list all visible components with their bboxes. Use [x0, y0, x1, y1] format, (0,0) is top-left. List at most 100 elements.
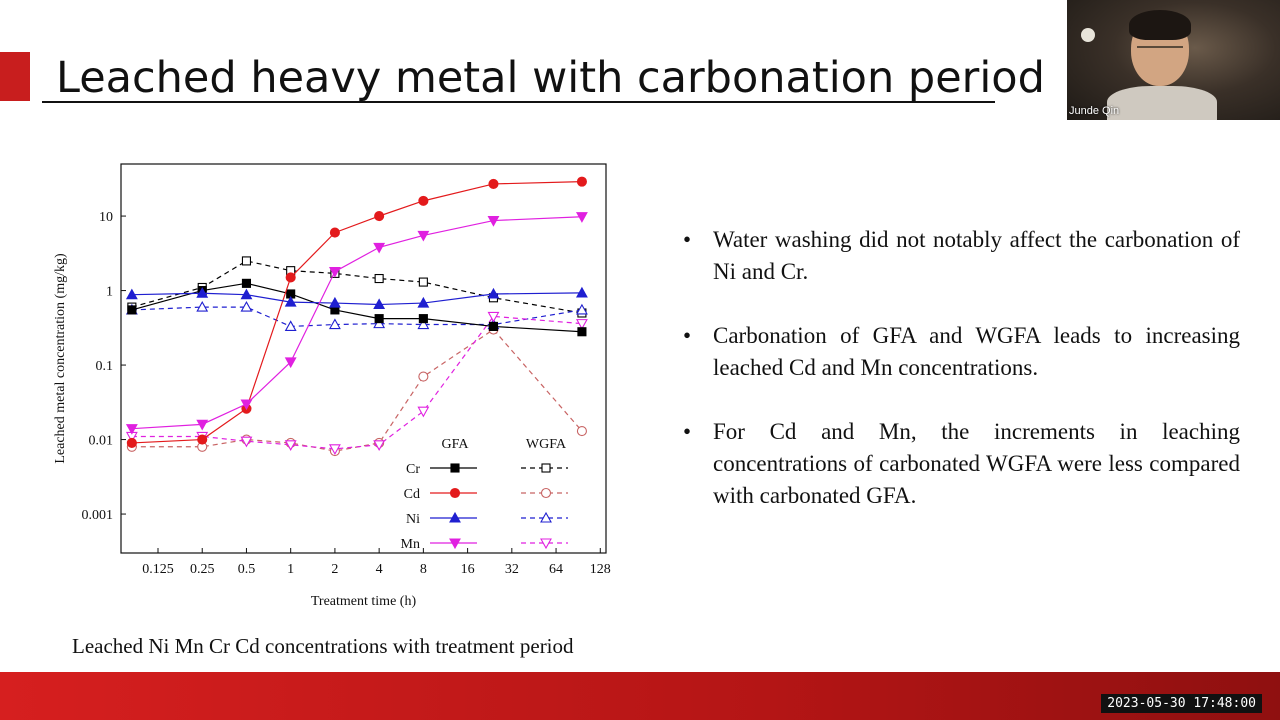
recording-timestamp: 2023-05-30 17:48:00 [1101, 694, 1262, 713]
data-point-gfa-cd [197, 434, 208, 445]
legend-marker-wgfa-ni [540, 511, 552, 523]
x-tick-label: 16 [461, 562, 475, 577]
x-tick-label: 64 [549, 562, 563, 577]
data-point-gfa-cd [576, 176, 587, 187]
data-point-wgfa-mn [284, 440, 297, 451]
leaching-chart: 0.125 0.25 0.5 1 2 4 8 16 32 64 128 0.001 0.01 0.1 1 10… [53, 163, 611, 609]
legend-marker-wgfa-cr [541, 463, 551, 473]
legend-marker-gfa-cr [450, 463, 460, 473]
bullet-item: • Carbonation of GFA and WGFA leads to i… [683, 320, 1240, 384]
participant-glasses [1137, 46, 1183, 58]
data-point-gfa-cr [488, 321, 499, 331]
legend-marker-gfa-cd [449, 487, 461, 499]
data-point-gfa-cd [488, 178, 499, 189]
data-point-wgfa-ni [575, 303, 588, 315]
data-point-gfa-cd [374, 211, 385, 222]
y-tick-label: 1 [106, 285, 113, 300]
bullet-dot-icon: • [683, 419, 692, 444]
y-tick-label: 10 [99, 210, 113, 225]
data-point-gfa-mn [328, 266, 341, 278]
x-tick-label: 0.125 [142, 562, 174, 577]
legend-label-ni: Ni [406, 512, 420, 527]
data-point-gfa-ni [240, 288, 253, 300]
data-point-wgfa-mn [575, 319, 588, 330]
plot-frame [120, 163, 607, 554]
data-point-wgfa-cd [418, 371, 429, 382]
data-point-wgfa-ni [284, 320, 297, 331]
data-point-wgfa-ni [240, 300, 253, 312]
x-tick-label: 1 [287, 562, 294, 577]
data-point-gfa-ni [125, 288, 138, 300]
data-point-gfa-ni [417, 296, 430, 308]
data-point-gfa-cr [374, 314, 384, 324]
y-tick-label: 0.01 [89, 434, 114, 449]
title-underline [42, 101, 995, 103]
data-point-gfa-mn [284, 357, 297, 369]
webcam-video-tile[interactable]: Junde Qin [1067, 0, 1280, 120]
data-point-wgfa-ni [196, 300, 209, 312]
footer-bar [0, 672, 1280, 720]
data-point-gfa-cd [418, 195, 429, 206]
bullet-text: For Cd and Mn, the increments in leachin… [713, 419, 1240, 508]
data-point-gfa-ni [328, 296, 341, 308]
data-point-gfa-cr [241, 278, 252, 288]
data-point-gfa-mn [240, 399, 253, 411]
data-point-wgfa-cr [374, 273, 384, 284]
data-point-gfa-ni [196, 287, 209, 298]
legend-marker-wgfa-mn [540, 538, 552, 550]
bullet-item: • For Cd and Mn, the increments in leach… [683, 416, 1240, 512]
x-tick-label: 32 [505, 562, 519, 577]
data-point-gfa-mn [196, 419, 209, 431]
data-point-gfa-mn [373, 242, 386, 254]
data-point-wgfa-mn [328, 444, 341, 455]
data-point-wgfa-ni [328, 318, 341, 330]
legend-marker-wgfa-cd [540, 487, 552, 499]
bullet-text: Water washing did not notably affect the… [713, 227, 1240, 284]
data-point-gfa-cd [126, 437, 137, 449]
bullet-item: • Water washing did not notably affect t… [683, 224, 1240, 288]
slide-title: Leached heavy metal with carbonation per… [56, 53, 1045, 103]
y-axis-label: Leached metal concentration (mg/kg) [53, 253, 68, 464]
webcam-background-lamp [1081, 28, 1095, 42]
data-point-gfa-cr [127, 305, 137, 315]
bullet-list: • Water washing did not notably affect t… [683, 224, 1240, 544]
legend-label-mn: Mn [401, 537, 420, 552]
data-point-gfa-ni [284, 295, 297, 307]
legend-label-cd: Cd [404, 487, 420, 502]
x-tick-label: 0.25 [190, 562, 215, 577]
y-tick-label: 0.1 [96, 359, 114, 374]
series-line-wgfa-cd [131, 328, 583, 452]
data-point-wgfa-cr [241, 256, 252, 266]
data-point-gfa-mn [125, 424, 138, 435]
data-point-gfa-mn [487, 216, 500, 227]
data-point-gfa-ni [373, 298, 386, 310]
x-axis-label: Treatment time (h) [311, 594, 417, 609]
chart-caption: Leached Ni Mn Cr Cd concentrations with … [72, 634, 574, 658]
data-point-gfa-ni [487, 287, 500, 299]
participant-shirt [1107, 86, 1217, 120]
data-point-wgfa-cd [576, 426, 587, 437]
data-point-gfa-cd [329, 227, 340, 238]
data-point-gfa-cr [577, 327, 587, 337]
bullet-dot-icon: • [683, 323, 692, 348]
data-point-wgfa-mn [487, 311, 500, 323]
y-tick-label: 0.001 [82, 508, 114, 523]
legend-marker-gfa-ni [449, 511, 461, 523]
data-point-wgfa-mn [373, 440, 386, 451]
legend-header-wgfa: WGFA [526, 437, 567, 452]
data-point-wgfa-ni [417, 318, 430, 330]
title-accent-block [0, 52, 30, 101]
data-point-wgfa-mn [240, 436, 253, 448]
x-tick-label: 2 [331, 562, 338, 577]
data-point-gfa-cd [285, 272, 296, 283]
legend-marker-gfa-mn [449, 538, 461, 550]
data-point-wgfa-mn [417, 406, 430, 418]
x-tick-label: 8 [420, 562, 427, 577]
series-line-gfa-mn [131, 216, 582, 430]
participant-hair [1129, 10, 1191, 40]
data-point-gfa-ni [575, 286, 588, 298]
legend-header-gfa: GFA [442, 437, 470, 452]
x-tick-label: 0.5 [238, 562, 256, 577]
x-tick-label: 128 [590, 562, 611, 577]
